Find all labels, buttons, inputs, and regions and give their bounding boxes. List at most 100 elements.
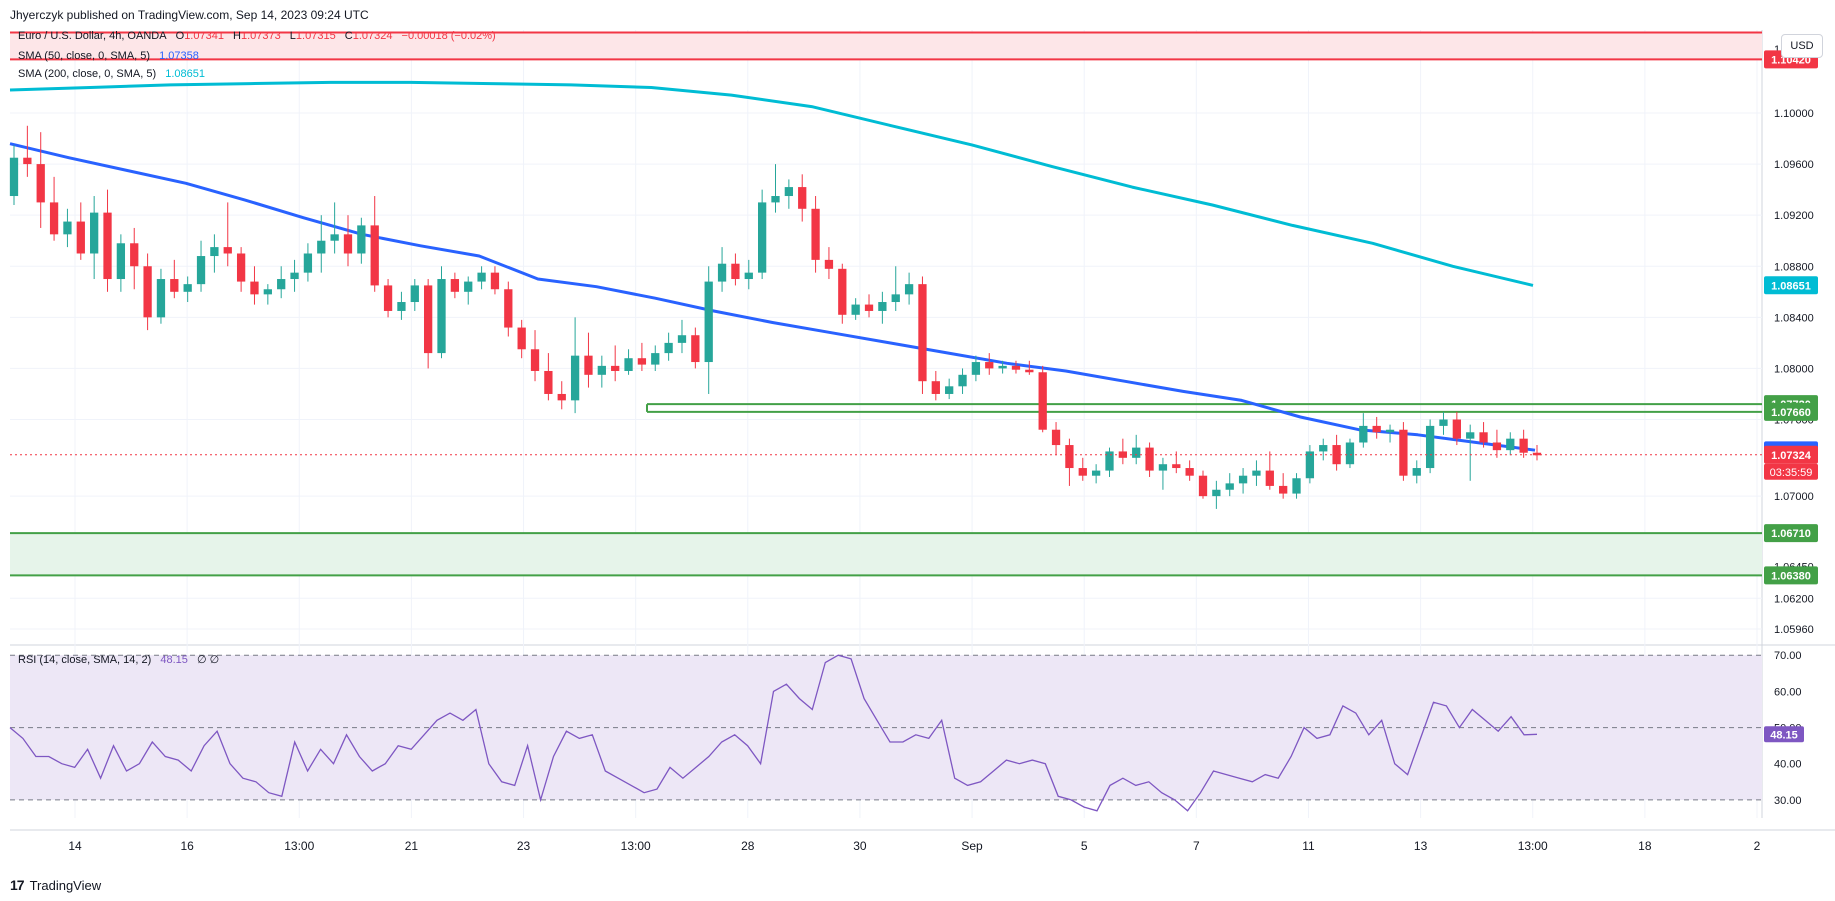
candle[interactable]	[1359, 413, 1368, 448]
candle[interactable]	[1145, 442, 1154, 477]
candle[interactable]	[1238, 468, 1248, 494]
candle[interactable]	[303, 243, 313, 282]
candle[interactable]	[156, 268, 166, 324]
candle[interactable]	[397, 291, 406, 320]
candle[interactable]	[196, 240, 206, 292]
candle[interactable]	[557, 381, 566, 410]
candle[interactable]	[357, 217, 366, 264]
candle[interactable]	[530, 330, 540, 382]
candle[interactable]	[717, 247, 727, 292]
candle[interactable]	[1091, 464, 1101, 484]
candle[interactable]	[223, 202, 232, 267]
candle[interactable]	[651, 345, 660, 371]
candle[interactable]	[597, 355, 606, 388]
rsi-legend[interactable]: RSI (14, close, SMA, 14, 2) 48.15 ∅ ∅	[18, 653, 225, 666]
candle[interactable]	[904, 272, 914, 305]
candle[interactable]	[1279, 473, 1288, 499]
candle[interactable]	[290, 259, 299, 292]
candle[interactable]	[1078, 457, 1087, 481]
candle[interactable]	[1439, 411, 1448, 435]
candle[interactable]	[584, 332, 593, 388]
candle[interactable]	[637, 342, 647, 371]
candle[interactable]	[1212, 480, 1221, 509]
candle[interactable]	[210, 234, 219, 273]
candle[interactable]	[1051, 422, 1061, 456]
candle[interactable]	[517, 319, 526, 359]
candle[interactable]	[851, 298, 860, 320]
candle[interactable]	[1425, 419, 1435, 474]
candle[interactable]	[998, 360, 1007, 374]
candle[interactable]	[570, 317, 580, 414]
candle[interactable]	[757, 189, 767, 280]
candle[interactable]	[277, 266, 286, 299]
candle[interactable]	[130, 227, 139, 290]
candle[interactable]	[1305, 445, 1315, 484]
candle[interactable]	[691, 327, 700, 369]
candle[interactable]	[9, 144, 19, 205]
candle[interactable]	[611, 345, 620, 382]
candle[interactable]	[1399, 422, 1408, 481]
candle[interactable]	[1479, 422, 1488, 448]
candle[interactable]	[490, 266, 500, 295]
candle[interactable]	[477, 266, 486, 290]
candle[interactable]	[864, 294, 874, 318]
candle[interactable]	[370, 196, 379, 292]
candle[interactable]	[798, 174, 807, 222]
candle[interactable]	[383, 279, 393, 318]
candle[interactable]	[624, 349, 633, 375]
candle[interactable]	[945, 378, 954, 400]
candle[interactable]	[1372, 416, 1381, 439]
candle[interactable]	[170, 259, 179, 299]
candle[interactable]	[1038, 365, 1047, 433]
candle[interactable]	[1345, 438, 1355, 469]
candle[interactable]	[824, 247, 834, 280]
candle[interactable]	[410, 279, 419, 311]
candle[interactable]	[76, 202, 85, 260]
sma50-line[interactable]	[9, 142, 1536, 452]
candle[interactable]	[838, 263, 847, 324]
candle[interactable]	[504, 281, 513, 337]
candle[interactable]	[343, 215, 353, 267]
candle[interactable]	[23, 125, 32, 177]
candle[interactable]	[1011, 360, 1021, 374]
candle[interactable]	[1118, 438, 1127, 465]
candle[interactable]	[424, 279, 433, 369]
candle[interactable]	[1185, 460, 1194, 481]
candle[interactable]	[1319, 438, 1328, 461]
candle[interactable]	[1466, 424, 1475, 481]
candle[interactable]	[744, 259, 753, 290]
candle[interactable]	[891, 266, 900, 311]
candle[interactable]	[878, 291, 887, 324]
candle[interactable]	[250, 266, 259, 305]
sma50-legend[interactable]: SMA (50, close, 0, SMA, 5) 1.07358	[18, 50, 205, 62]
candle[interactable]	[971, 355, 981, 382]
candle[interactable]	[330, 202, 339, 254]
candle[interactable]	[1225, 473, 1234, 497]
candle[interactable]	[103, 189, 112, 292]
candle[interactable]	[1252, 460, 1261, 486]
candle[interactable]	[36, 132, 45, 228]
candle[interactable]	[1132, 434, 1141, 465]
sma200-line[interactable]	[9, 80, 1534, 287]
candle[interactable]	[450, 272, 460, 299]
candle[interactable]	[1412, 460, 1421, 484]
candle[interactable]	[958, 368, 967, 394]
candle[interactable]	[317, 215, 326, 273]
candle[interactable]	[544, 353, 553, 401]
candle[interactable]	[731, 253, 740, 286]
candle[interactable]	[1265, 451, 1274, 490]
candle[interactable]	[1158, 457, 1168, 490]
candle[interactable]	[1198, 470, 1208, 499]
candle[interactable]	[1025, 360, 1034, 375]
candle[interactable]	[704, 266, 713, 394]
candle[interactable]	[1506, 432, 1515, 456]
candle[interactable]	[1105, 447, 1114, 477]
sma200-legend[interactable]: SMA (200, close, 0, SMA, 5) 1.08651	[18, 68, 211, 80]
rsi-line[interactable]	[9, 654, 1538, 812]
candle[interactable]	[464, 276, 473, 305]
candle[interactable]	[49, 176, 59, 241]
candle[interactable]	[90, 196, 99, 280]
candle[interactable]	[143, 253, 152, 331]
candle[interactable]	[771, 164, 780, 213]
